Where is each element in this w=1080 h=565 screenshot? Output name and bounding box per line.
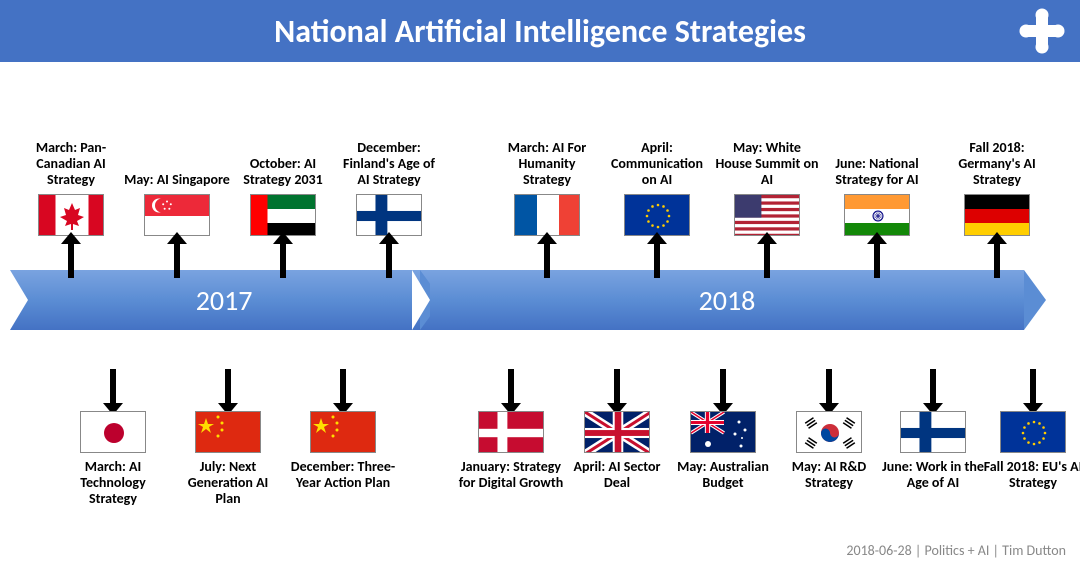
timeline-entry-bottom-3: January: Strategy for Digital Growth xyxy=(458,369,564,491)
timeline-entry-bottom-6: May: AI R&D Strategy xyxy=(776,369,882,491)
flag-germany-icon xyxy=(964,194,1030,236)
year-label: 2017 xyxy=(196,283,253,318)
connector-arrow-icon xyxy=(826,369,832,405)
flag-southkorea-icon xyxy=(796,411,862,453)
entry-caption: May: AI R&D Strategy xyxy=(776,459,882,491)
flag-india-icon xyxy=(844,194,910,236)
year-block-2017: 2017 xyxy=(28,270,420,330)
timeline-entry-bottom-5: May: Australian Budget xyxy=(670,369,776,491)
timeline-content: 2017 2018 March: Pan-Canadian AI Strateg… xyxy=(0,62,1080,565)
connector-arrow-icon xyxy=(1030,369,1036,405)
flag-china-icon xyxy=(310,411,376,453)
connector-arrow-icon xyxy=(654,242,660,278)
timeline-entry-top-3: December: Finland's Age of AI Strategy xyxy=(336,134,442,278)
timeline-entry-top-8: Fall 2018: Germany's AI Strategy xyxy=(944,134,1050,278)
entry-caption: January: Strategy for Digital Growth xyxy=(458,459,564,491)
entry-caption: Fall 2018: Germany's AI Strategy xyxy=(944,134,1050,188)
timeline-entry-top-5: April: Communication on AI xyxy=(604,134,710,278)
timeline-entry-bottom-8: Fall 2018: EU's AI Strategy xyxy=(980,369,1080,491)
connector-arrow-icon xyxy=(764,242,770,278)
connector-arrow-icon xyxy=(225,369,231,405)
connector-arrow-icon xyxy=(280,242,286,278)
flag-china-icon xyxy=(195,411,261,453)
flag-france-icon xyxy=(514,194,580,236)
entry-caption: May: Australian Budget xyxy=(670,459,776,491)
entry-caption: December: Finland's Age of AI Strategy xyxy=(336,134,442,188)
entry-caption: May: AI Singapore xyxy=(124,134,230,188)
connector-arrow-icon xyxy=(994,242,1000,278)
page-title: National Artificial Intelligence Strateg… xyxy=(274,12,806,51)
flag-finland-icon xyxy=(356,194,422,236)
connector-arrow-icon xyxy=(544,242,550,278)
entry-caption: July: Next Generation AI Plan xyxy=(175,459,281,507)
connector-arrow-icon xyxy=(508,369,514,405)
plus-icon xyxy=(1019,8,1065,54)
footer-credit: 2018-06-28 | Politics + AI | Tim Dutton xyxy=(846,542,1066,559)
entry-caption: Fall 2018: EU's AI Strategy xyxy=(980,459,1080,491)
entry-caption: April: AI Sector Deal xyxy=(564,459,670,491)
timeline-entry-bottom-0: March: AI Technology Strategy xyxy=(60,369,166,507)
flag-uae-icon xyxy=(250,194,316,236)
timeline-entry-top-0: March: Pan-Canadian AI Strategy xyxy=(18,134,124,278)
year-block-2018: 2018 xyxy=(430,270,1024,330)
flag-eu-icon xyxy=(1000,411,1066,453)
connector-arrow-icon xyxy=(614,369,620,405)
timeline-entry-top-7: June: National Strategy for AI xyxy=(824,134,930,278)
entry-caption: May: White House Summit on AI xyxy=(714,134,820,188)
flag-canada-icon xyxy=(38,194,104,236)
timeline-entry-top-6: May: White House Summit on AI xyxy=(714,134,820,278)
connector-arrow-icon xyxy=(386,242,392,278)
entry-caption: March: AI For Humanity Strategy xyxy=(494,134,600,188)
flag-uk-icon xyxy=(584,411,650,453)
connector-arrow-icon xyxy=(174,242,180,278)
flag-australia-icon xyxy=(690,411,756,453)
entry-caption: April: Communication on AI xyxy=(604,134,710,188)
connector-arrow-icon xyxy=(340,369,346,405)
flag-denmark-icon xyxy=(478,411,544,453)
entry-caption: June: Work in the Age of AI xyxy=(880,459,986,491)
timeline-entry-top-1: May: AI Singapore xyxy=(124,134,230,278)
entry-caption: March: Pan-Canadian AI Strategy xyxy=(18,134,124,188)
flag-finland-icon xyxy=(900,411,966,453)
connector-arrow-icon xyxy=(930,369,936,405)
year-label: 2018 xyxy=(699,283,756,318)
timeline-entry-bottom-4: April: AI Sector Deal xyxy=(564,369,670,491)
timeline-entry-top-4: March: AI For Humanity Strategy xyxy=(494,134,600,278)
connector-arrow-icon xyxy=(110,369,116,405)
entry-caption: October: AI Strategy 2031 xyxy=(230,134,336,188)
timeline-entry-bottom-1: July: Next Generation AI Plan xyxy=(175,369,281,507)
entry-caption: June: National Strategy for AI xyxy=(824,134,930,188)
timeline-entry-top-2: October: AI Strategy 2031 xyxy=(230,134,336,278)
flag-eu-icon xyxy=(624,194,690,236)
header-bar: National Artificial Intelligence Strateg… xyxy=(0,0,1080,62)
timeline-entry-bottom-2: December: Three-Year Action Plan xyxy=(290,369,396,491)
entry-caption: December: Three-Year Action Plan xyxy=(290,459,396,491)
connector-arrow-icon xyxy=(68,242,74,278)
connector-arrow-icon xyxy=(874,242,880,278)
flag-usa-icon xyxy=(734,194,800,236)
timeline-axis: 2017 2018 xyxy=(10,270,1070,330)
connector-arrow-icon xyxy=(720,369,726,405)
flag-japan-icon xyxy=(80,411,146,453)
timeline-entry-bottom-7: June: Work in the Age of AI xyxy=(880,369,986,491)
flag-singapore-icon xyxy=(144,194,210,236)
entry-caption: March: AI Technology Strategy xyxy=(60,459,166,507)
